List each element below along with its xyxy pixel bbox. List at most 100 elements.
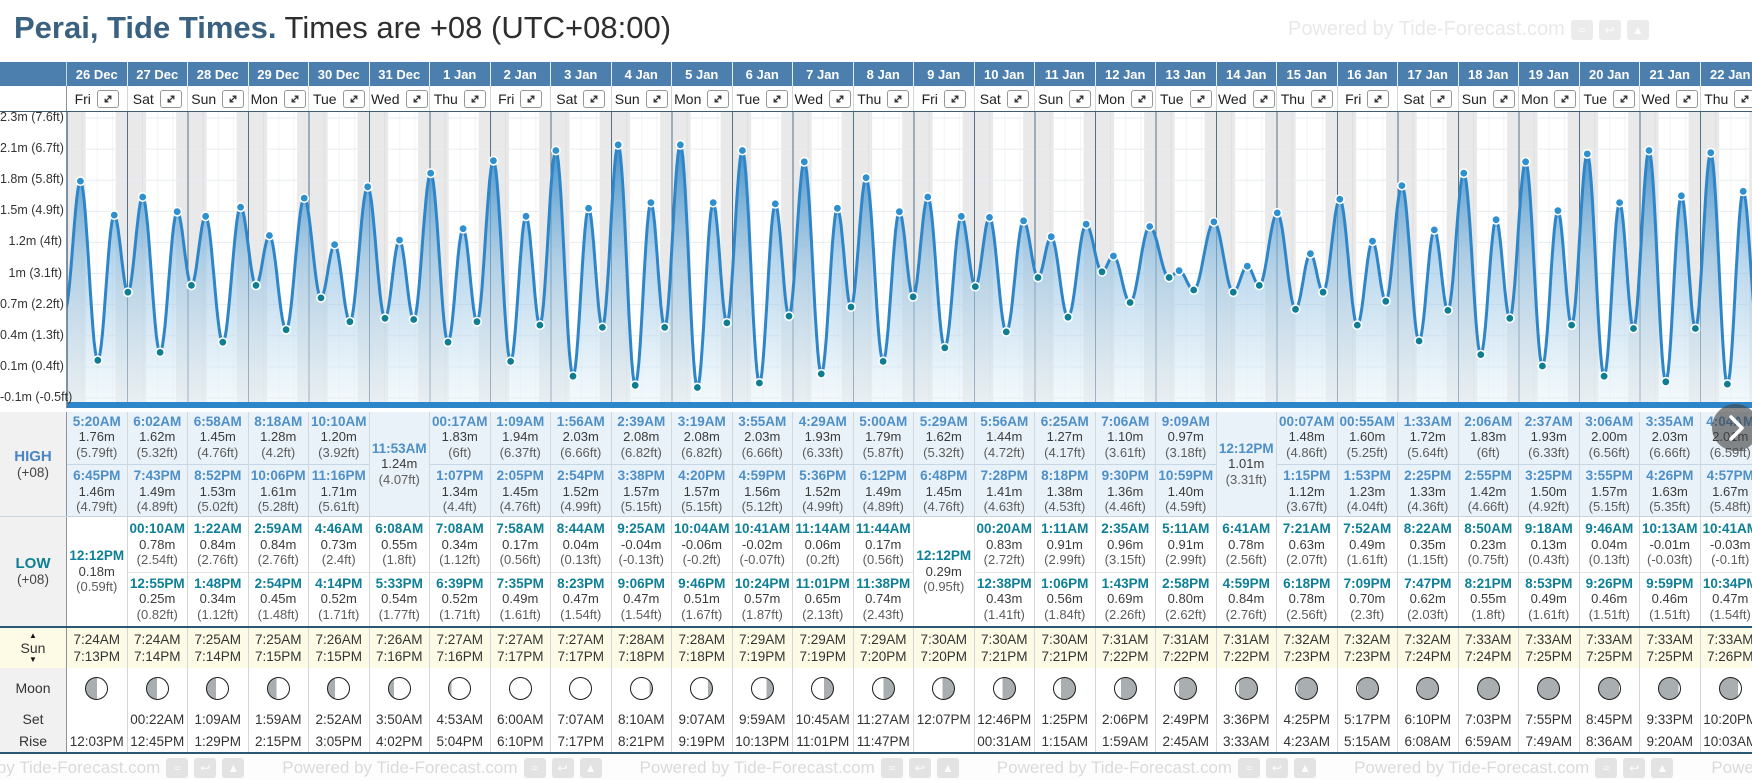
row-label-sun[interactable]: ▲ Sun ▼ xyxy=(0,628,67,668)
expand-day-button[interactable] xyxy=(887,89,910,108)
high-tide-dot xyxy=(861,172,872,183)
y-axis-label: 1.8m (5.8ft) xyxy=(0,172,64,187)
high-tide-dot xyxy=(172,206,183,217)
expand-day-button[interactable] xyxy=(222,89,245,108)
expand-day-button[interactable] xyxy=(1492,89,1515,108)
high-tide-cell: 00:55AM 1.60m (5.25ft) 1:53PM 1.23m (4.04ft) xyxy=(1337,412,1398,516)
date-label: 1 Jan xyxy=(443,66,477,82)
tide-height-ft: (1.54ft) xyxy=(560,606,602,622)
expand-icon xyxy=(1076,95,1084,102)
tide-height-ft: (5.87ft) xyxy=(862,444,904,460)
moon-cell xyxy=(1580,668,1640,708)
tide-entry: 1:43PM 0.69m (2.26ft) xyxy=(1095,571,1155,624)
high-tide-dot xyxy=(1676,190,1687,201)
tide-entry: 4:59PM 0.84m (2.76ft) xyxy=(1216,571,1276,624)
expand-day-button[interactable] xyxy=(583,89,606,108)
expand-day-button[interactable] xyxy=(405,89,428,108)
expand-day-button[interactable] xyxy=(1006,89,1029,108)
tide-entry: 8:44AM 0.04m (0.13ft) xyxy=(551,520,611,569)
expand-day-button[interactable] xyxy=(1189,89,1212,108)
tide-entry: 10:34PM0.47m(1.54ft) xyxy=(1700,571,1752,624)
tide-height-ft: (4.76ft) xyxy=(197,444,239,460)
tide-height-ft: (3.61ft) xyxy=(1104,444,1146,460)
low-tide-dot xyxy=(1228,287,1239,298)
high-tide-dot xyxy=(984,212,995,223)
tide-height-m: 0.62m xyxy=(1409,591,1446,606)
tide-entry: 11:01PM 0.65m (2.13ft) xyxy=(793,571,853,624)
moonrise-cell: 9:19PM xyxy=(672,730,733,752)
expand-day-button[interactable] xyxy=(1613,89,1636,108)
low-tide-time: 7:58AM xyxy=(496,521,545,536)
expand-day-button[interactable] xyxy=(1676,89,1699,108)
tide-entry: 7:21AM 0.63m (2.07ft) xyxy=(1277,520,1337,569)
return-arrow-icon: ↩ xyxy=(908,758,931,778)
weekday-label: Thu xyxy=(1280,90,1305,107)
date-cell: 3 Jan xyxy=(551,62,612,86)
moonrise-cell: 12:45PM xyxy=(128,730,188,752)
moonrise-time: 1:29PM xyxy=(194,733,242,749)
low-tide-dot xyxy=(505,356,516,367)
sun-cell: 7:32AM 7:23PM xyxy=(1337,628,1398,668)
high-tide-time: 12:12PM xyxy=(1218,440,1274,456)
moonrise-cell: 8:36AM xyxy=(1580,730,1640,752)
sun-cell: 7:31AM 7:22PM xyxy=(1216,628,1277,668)
tide-entry: 12:12PM 1.01m (3.31ft) xyxy=(1217,440,1277,489)
tide-height-m: 0.49m xyxy=(1530,591,1567,606)
high-tide-time: 00:07AM xyxy=(1278,413,1335,429)
high-tide-time: 5:20AM xyxy=(72,413,121,429)
expand-day-button[interactable] xyxy=(829,89,852,108)
tide-entry: 4:20PM 1.57m (5.15ft) xyxy=(672,464,732,516)
tide-height-m: 1.60m xyxy=(1349,429,1386,444)
tide-height-m: 0.47m xyxy=(623,591,660,606)
expand-day-button[interactable] xyxy=(1734,89,1752,108)
moonrise-cell: 11:47PM xyxy=(854,730,914,752)
expand-day-button[interactable] xyxy=(1252,89,1275,108)
moonset-cell: 12:46PM xyxy=(975,708,1035,730)
moonset-time: 4:25PM xyxy=(1283,711,1331,727)
sun-cell: 7:26AM 7:16PM xyxy=(369,628,430,668)
high-tide-time: 3:55PM xyxy=(1585,468,1633,483)
expand-day-button[interactable] xyxy=(707,89,730,108)
moonrise-time: 6:10PM xyxy=(496,733,544,749)
moon-phase-icon xyxy=(508,676,532,700)
tide-height-ft: (4.99ft) xyxy=(560,499,602,514)
expand-day-button[interactable] xyxy=(645,89,668,108)
moonset-cell: 1:59AM xyxy=(249,708,309,730)
tide-height-ft: (4.76ft) xyxy=(923,499,965,514)
next-days-button[interactable] xyxy=(1712,404,1752,451)
wave-icon: ≈ xyxy=(1238,758,1261,778)
tide-height-ft: (6.66ft) xyxy=(1649,444,1691,460)
tide-height-ft: (1.84ft) xyxy=(1044,606,1086,622)
tide-height-ft: (5.32ft) xyxy=(923,444,965,460)
expand-day-button[interactable] xyxy=(96,89,119,108)
tide-height-ft: (1.67ft) xyxy=(681,606,723,622)
tide-height-ft: (6.33ft) xyxy=(1528,444,1570,460)
tide-entry: 00:07AM 1.48m (4.86ft) xyxy=(1277,413,1337,462)
expand-day-button[interactable] xyxy=(520,89,543,108)
expand-day-button[interactable] xyxy=(342,89,365,108)
weekday-cell: Fri xyxy=(67,86,128,111)
low-tide-dot xyxy=(1628,323,1639,334)
weekday-cell: Thu xyxy=(1277,86,1338,111)
expand-day-button[interactable] xyxy=(766,89,789,108)
expand-day-button[interactable] xyxy=(159,89,182,108)
high-tide-time: 8:18PM xyxy=(1041,468,1089,483)
expand-day-button[interactable] xyxy=(463,89,486,108)
tide-entry: 8:50AM 0.23m (0.75ft) xyxy=(1459,520,1519,569)
expand-day-button[interactable] xyxy=(283,89,306,108)
low-tide-time: 9:06PM xyxy=(617,575,665,591)
high-tide-time: 4:57PM xyxy=(1706,468,1752,483)
expand-day-button[interactable] xyxy=(1367,89,1390,108)
low-tide-dot xyxy=(1504,313,1515,324)
expand-day-button[interactable] xyxy=(1130,89,1153,108)
expand-day-button[interactable] xyxy=(1310,89,1333,108)
moon-cell xyxy=(1156,668,1217,708)
tide-height-m: -0.03m xyxy=(1710,536,1751,552)
weekday-cell: Thu xyxy=(430,86,491,111)
expand-day-button[interactable] xyxy=(1554,89,1577,108)
expand-day-button[interactable] xyxy=(943,89,966,108)
expand-icon xyxy=(1138,95,1146,102)
date-cell: 17 Jan xyxy=(1398,62,1459,86)
expand-day-button[interactable] xyxy=(1430,89,1453,108)
expand-day-button[interactable] xyxy=(1069,89,1092,108)
